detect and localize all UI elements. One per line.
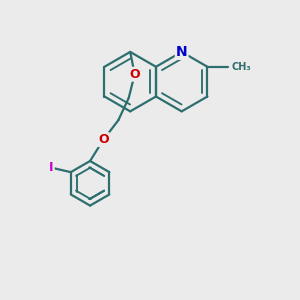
Text: O: O	[129, 68, 140, 81]
Text: N: N	[176, 45, 188, 59]
Text: CH₃: CH₃	[231, 62, 251, 72]
Text: I: I	[49, 161, 54, 174]
Text: O: O	[98, 133, 109, 146]
